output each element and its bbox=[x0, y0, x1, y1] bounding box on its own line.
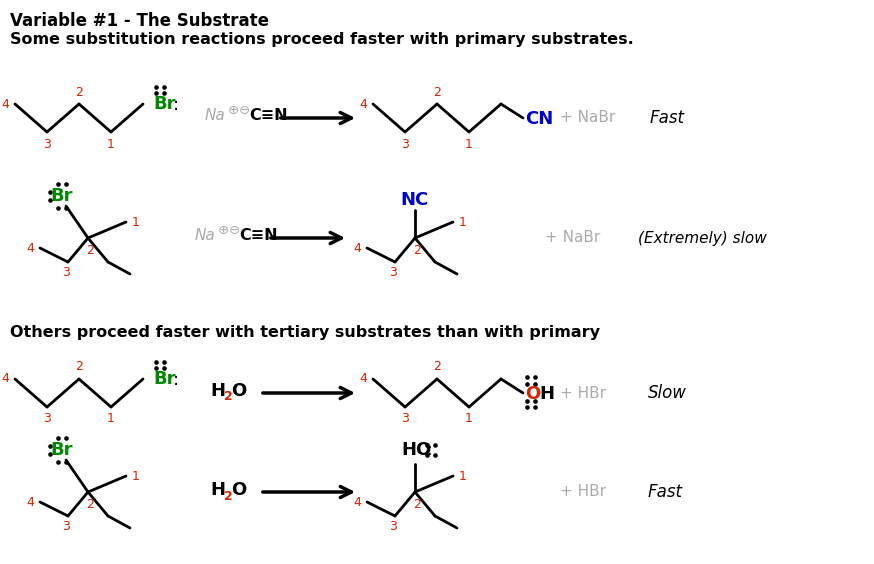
Text: Fast: Fast bbox=[648, 483, 683, 501]
Text: 2: 2 bbox=[86, 499, 94, 512]
Text: Slow: Slow bbox=[648, 384, 687, 402]
Text: C≡N: C≡N bbox=[249, 108, 288, 124]
Text: ⊕: ⊕ bbox=[228, 104, 239, 117]
Text: 3: 3 bbox=[43, 138, 51, 151]
Text: 1: 1 bbox=[459, 469, 467, 482]
Text: O: O bbox=[231, 481, 246, 499]
Text: 4: 4 bbox=[26, 496, 34, 509]
Text: + HBr: + HBr bbox=[560, 386, 606, 400]
Text: + NaBr: + NaBr bbox=[560, 111, 615, 126]
Text: HO: HO bbox=[401, 441, 431, 459]
Text: :: : bbox=[427, 441, 433, 459]
Text: 3: 3 bbox=[389, 267, 397, 280]
Text: 1: 1 bbox=[132, 215, 140, 228]
Text: CN: CN bbox=[525, 110, 553, 128]
Text: 1: 1 bbox=[465, 412, 473, 425]
Text: + HBr: + HBr bbox=[560, 484, 606, 500]
Text: :: : bbox=[173, 96, 179, 114]
Text: Fast: Fast bbox=[650, 109, 685, 127]
Text: H: H bbox=[210, 382, 225, 400]
Text: Na: Na bbox=[205, 108, 225, 124]
Text: 2: 2 bbox=[224, 490, 232, 503]
Text: 2: 2 bbox=[433, 360, 441, 373]
Text: 2: 2 bbox=[75, 360, 83, 373]
Text: 2: 2 bbox=[86, 245, 94, 258]
Text: 4: 4 bbox=[26, 241, 34, 254]
Text: 2: 2 bbox=[224, 390, 232, 403]
Text: Br: Br bbox=[153, 95, 176, 113]
Text: 1: 1 bbox=[132, 469, 140, 482]
Text: 1: 1 bbox=[107, 138, 115, 151]
Text: O: O bbox=[525, 385, 540, 403]
Text: 1: 1 bbox=[465, 138, 473, 151]
Text: H: H bbox=[210, 481, 225, 499]
Text: 3: 3 bbox=[43, 412, 51, 425]
Text: 4: 4 bbox=[359, 98, 367, 111]
Text: 4: 4 bbox=[353, 241, 361, 254]
Text: Na: Na bbox=[195, 228, 216, 244]
Text: 4: 4 bbox=[353, 496, 361, 509]
Text: 2: 2 bbox=[413, 499, 421, 512]
Text: C≡N: C≡N bbox=[239, 228, 278, 244]
Text: ⊖: ⊖ bbox=[239, 104, 250, 117]
Text: 4: 4 bbox=[359, 372, 367, 386]
Text: (Extremely) slow: (Extremely) slow bbox=[638, 231, 766, 245]
Text: 1: 1 bbox=[459, 215, 467, 228]
Text: Others proceed faster with tertiary substrates than with primary: Others proceed faster with tertiary subs… bbox=[10, 325, 600, 340]
Text: NC: NC bbox=[401, 191, 429, 209]
Text: Variable #1 - The Substrate: Variable #1 - The Substrate bbox=[10, 12, 269, 30]
Text: H: H bbox=[539, 385, 554, 403]
Text: 3: 3 bbox=[62, 521, 70, 534]
Text: Some substitution reactions proceed faster with primary substrates.: Some substitution reactions proceed fast… bbox=[10, 32, 634, 47]
Text: 3: 3 bbox=[401, 412, 409, 425]
Text: Br: Br bbox=[153, 370, 176, 388]
Text: Br: Br bbox=[51, 441, 73, 459]
Text: ⊖: ⊖ bbox=[229, 224, 240, 237]
Text: O: O bbox=[231, 382, 246, 400]
Text: 2: 2 bbox=[433, 86, 441, 99]
Text: Br: Br bbox=[51, 187, 73, 205]
Text: 2: 2 bbox=[75, 86, 83, 99]
Text: 3: 3 bbox=[62, 267, 70, 280]
Text: 3: 3 bbox=[401, 138, 409, 151]
Text: 2: 2 bbox=[413, 245, 421, 258]
Text: :: : bbox=[173, 371, 179, 389]
Text: 4: 4 bbox=[1, 98, 9, 111]
Text: ⊕: ⊕ bbox=[218, 224, 229, 237]
Text: + NaBr: + NaBr bbox=[545, 231, 600, 245]
Text: 4: 4 bbox=[1, 372, 9, 386]
Text: 3: 3 bbox=[389, 521, 397, 534]
Text: 1: 1 bbox=[107, 412, 115, 425]
